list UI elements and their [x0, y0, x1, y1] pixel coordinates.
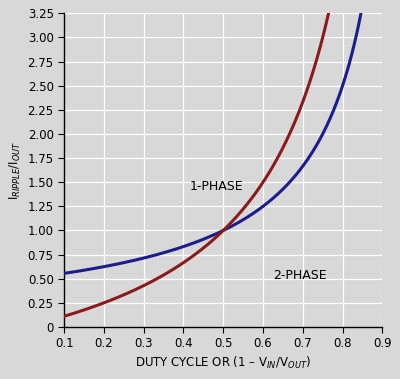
Text: 2-PHASE: 2-PHASE	[273, 269, 326, 282]
Y-axis label: I$_{RIPPLE}$/I$_{OUT}$: I$_{RIPPLE}$/I$_{OUT}$	[8, 141, 24, 200]
Text: 1-PHASE: 1-PHASE	[190, 180, 243, 193]
X-axis label: DUTY CYCLE OR (1 – V$_{IN}$/V$_{OUT}$): DUTY CYCLE OR (1 – V$_{IN}$/V$_{OUT}$)	[135, 355, 311, 371]
